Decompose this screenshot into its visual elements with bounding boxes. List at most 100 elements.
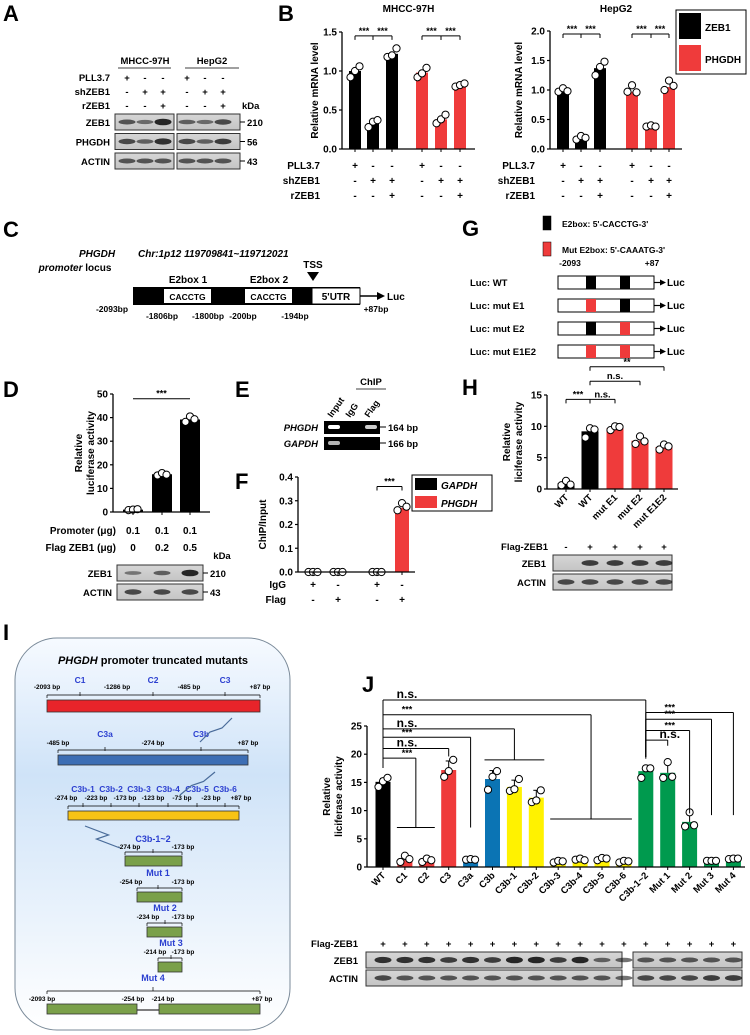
replicate-point [669, 81, 678, 90]
construct-label: Luc: mut E1E2 [470, 347, 536, 358]
bar-1 [152, 474, 172, 512]
condition-value: - [420, 176, 423, 187]
band [659, 957, 677, 963]
gene-name: PHGDH [79, 249, 116, 260]
blot-actin-mhcc [114, 152, 175, 170]
gel-band [328, 425, 340, 429]
replicate-point [441, 110, 450, 119]
condition-value: + [124, 73, 130, 84]
band [196, 158, 214, 164]
blot-zeb1-right [632, 951, 743, 969]
replicate-point [393, 506, 402, 515]
band [549, 975, 567, 981]
band [118, 119, 136, 125]
cell-line-header: HepG2 [197, 56, 228, 67]
band [154, 158, 172, 164]
y-axis-label: luciferase activity [86, 411, 97, 495]
construct-box [557, 321, 655, 336]
construct-label: Luc: mut E1 [470, 301, 525, 312]
flag-value: + [612, 542, 618, 553]
condition-label: shZEB1 [498, 176, 536, 187]
significance-annotation: ** [589, 357, 665, 371]
significance-label: *** [636, 24, 647, 34]
legend-swatch [679, 13, 701, 39]
start-position: -2093 [559, 258, 581, 268]
arrow-icon [660, 325, 666, 332]
fragment-name: Mut 3 [159, 938, 183, 948]
significance-label: *** [445, 26, 456, 36]
y-tick-label: 10 [97, 484, 109, 495]
condition-value: - [420, 191, 423, 202]
condition-value: + [648, 176, 654, 187]
band [214, 138, 232, 145]
condition-value: - [203, 101, 206, 112]
replicate-point [664, 442, 673, 451]
flag-value: + [555, 939, 561, 950]
y-tick-label: 5 [356, 834, 362, 845]
condition-value: - [185, 101, 188, 112]
replicate-point [383, 773, 392, 782]
band [655, 560, 673, 566]
condition-value: + [399, 595, 405, 606]
title-gene: PHGDH [58, 655, 99, 667]
panel-letter-c: C [3, 217, 19, 242]
replicate-point [590, 425, 599, 434]
blot-zeb1-left [365, 951, 633, 969]
construct-mut-4: -2093 bp -254 bp -214 bp +87 bp Mut 4 [29, 973, 272, 1015]
replicate-point [646, 764, 655, 773]
significance-label: n.s. [397, 716, 418, 730]
bar-C3b-4 [572, 859, 588, 867]
significance-label: *** [665, 721, 676, 731]
replicate-point [637, 773, 646, 782]
flag-value: + [490, 939, 496, 950]
construct-box [557, 298, 655, 313]
condition-value: - [458, 161, 461, 172]
replicate-point [663, 757, 672, 767]
condition-value: - [143, 73, 146, 84]
x-tick-label: Mut 1 [647, 870, 673, 896]
y-tick-label: 20 [351, 750, 363, 761]
bar-C3 [441, 769, 457, 867]
condition-value: + [560, 161, 566, 172]
fragment-bar [157, 961, 183, 973]
x-tick-label: C3a [456, 870, 477, 891]
band [178, 158, 196, 164]
significance-label: n.s. [397, 736, 418, 750]
band [505, 975, 523, 981]
flag-value: + [380, 939, 386, 950]
band [418, 975, 436, 981]
significance-annotation: *** [372, 26, 393, 40]
position-label: -73 bp [172, 795, 191, 802]
position-label: -173 bp [172, 844, 195, 851]
y-tick-label: 20 [97, 460, 109, 471]
fragment-name: C3b-4 [156, 784, 180, 794]
lane-label: Input [325, 395, 346, 419]
band-size: 164 bp [388, 423, 418, 434]
chart-b-hepg2: HepG2 Relative mRNA level 0.0 0.5 1.0 1.5 2.0 P… [498, 4, 747, 202]
panel-letters: A B C G D E H F I J [3, 1, 479, 697]
band [593, 975, 611, 981]
gene-label: PHGDH [284, 423, 319, 434]
lane-label: Flag [362, 398, 381, 419]
replicate-point [623, 87, 632, 96]
end-position: +87 [645, 258, 660, 268]
band [637, 957, 655, 963]
replicate-point [374, 782, 383, 792]
fragment-name: C3b-3 [127, 784, 151, 794]
condition-value: + [220, 87, 226, 98]
band [154, 118, 172, 126]
kda-value: 43 [247, 157, 258, 168]
blot-phgdh-mhcc [114, 133, 175, 150]
significance-label: *** [665, 709, 676, 719]
panel-g-mutant-constructs: E2box: 5'-CACCTG-3' Mut E2box: 5'-CAAATG-… [470, 215, 685, 359]
tss-triangle-icon [307, 272, 319, 281]
blot-actin-right [632, 969, 743, 987]
blot-label: ZEB1 [88, 569, 113, 580]
fragment-bar [146, 926, 183, 938]
panel-c-promoter-diagram: PHGDH promoter locus Chr:1p12 119709841~11… [38, 249, 406, 321]
replicate-point [615, 422, 624, 432]
